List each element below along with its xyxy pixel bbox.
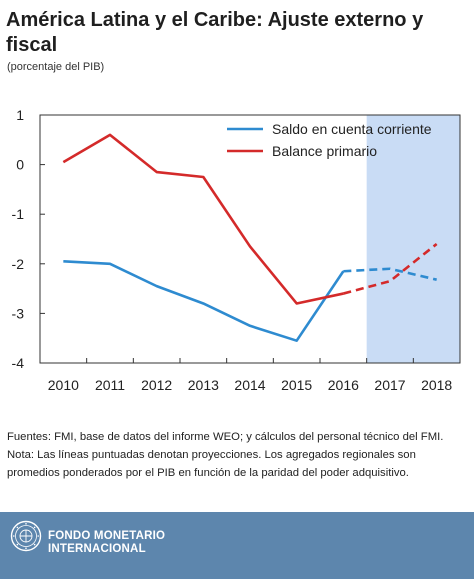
- x-tick-label: 2013: [188, 377, 219, 393]
- series-line-1: [63, 260, 345, 342]
- line-chart: 1 0 -1 -2 -3 -4 2010 2011 2012 2013 2014 2015 2016 20…: [12, 107, 461, 393]
- y-tick-label: -4: [12, 355, 25, 371]
- series-projection-1: [343, 267, 437, 281]
- x-tick-label: 2016: [328, 377, 359, 393]
- footer-banner: FONDO MONETARIO INTERNACIONAL: [0, 512, 474, 579]
- legend-label-1: Saldo en cuenta corriente: [272, 121, 432, 137]
- series-projection-2: [342, 242, 438, 295]
- y-tick-label: -1: [12, 206, 25, 222]
- chart-notes: Fuentes: FMI, base de datos del informe …: [7, 428, 469, 482]
- organization-name-line-2: INTERNACIONAL: [48, 543, 146, 555]
- x-tick-label: 2015: [281, 377, 312, 393]
- imf-seal-icon: [10, 520, 42, 552]
- y-tick-label: -3: [12, 305, 25, 321]
- x-tick-label: 2018: [421, 377, 452, 393]
- projection-note-line-1: Nota: Las líneas puntuadas denotan proye…: [7, 449, 416, 461]
- y-tick-label: 1: [16, 107, 24, 123]
- x-tick-label: 2012: [141, 377, 172, 393]
- organization-name: FONDO MONETARIO INTERNACIONAL: [48, 530, 165, 556]
- projection-shading: [366, 115, 460, 363]
- legend-label-2: Balance primario: [272, 143, 377, 159]
- chart-title: América Latina y el Caribe: Ajuste exter…: [6, 9, 424, 56]
- chart-subtitle: (porcentaje del PIB): [7, 61, 105, 73]
- x-tick-label: 2017: [374, 377, 405, 393]
- x-tick-label: 2014: [234, 377, 265, 393]
- x-tick-label: 2011: [95, 377, 125, 393]
- sources-note: Fuentes: FMI, base de datos del informe …: [7, 431, 444, 443]
- x-tick-label: 2010: [48, 377, 79, 393]
- organization-name-line-1: FONDO MONETARIO: [48, 530, 166, 542]
- y-tick-label: -2: [12, 256, 25, 272]
- series-line-2: [62, 133, 344, 305]
- y-tick-label: 0: [16, 157, 24, 173]
- projection-note-line-2: promedios ponderados por el PIB en funci…: [7, 467, 409, 479]
- plot-frame: [39, 114, 461, 364]
